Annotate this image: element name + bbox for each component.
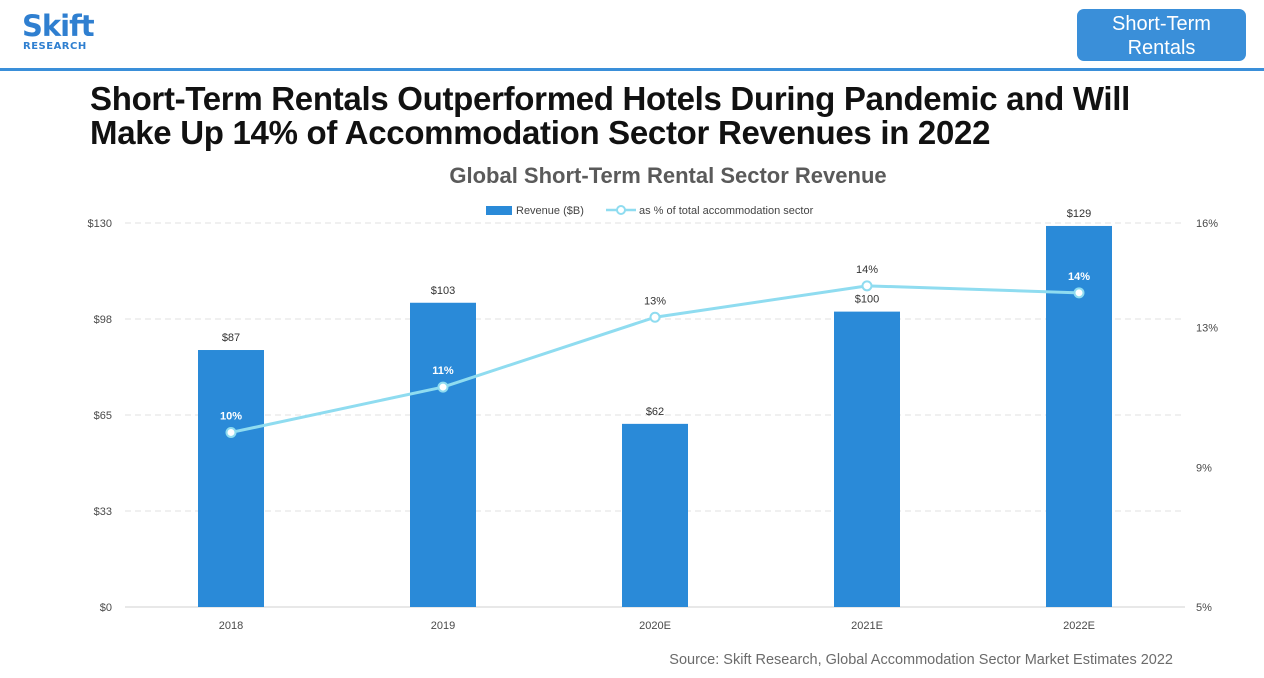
legend-bar-swatch bbox=[486, 206, 512, 215]
logo-subtitle: RESEARCH bbox=[23, 41, 87, 52]
x-tick-label: 2022E bbox=[1063, 620, 1095, 632]
y-right-tick-label: 5% bbox=[1196, 602, 1212, 614]
share-line-label: 14% bbox=[1068, 271, 1090, 283]
share-line-marker bbox=[649, 311, 661, 323]
y-left-tick-label: $33 bbox=[94, 506, 112, 518]
share-line-marker bbox=[861, 280, 873, 292]
y-right-tick-label: 9% bbox=[1196, 462, 1212, 474]
page-headline: Short-Term Rentals Outperformed Hotels D… bbox=[90, 80, 1130, 151]
revenue-bar bbox=[622, 423, 688, 607]
y-left-tick-label: $0 bbox=[100, 602, 112, 614]
share-line-marker bbox=[437, 381, 449, 393]
share-line: 10% 11% 13% 14% 14% bbox=[220, 264, 1090, 438]
share-line-marker bbox=[225, 426, 237, 438]
revenue-bar-label: $87 bbox=[222, 332, 240, 344]
x-tick-label: 2018 bbox=[219, 620, 243, 632]
y-right-tick-label: 13% bbox=[1196, 323, 1218, 335]
revenue-bar bbox=[410, 302, 476, 607]
topic-tag-line2: Rentals bbox=[1127, 37, 1196, 59]
skift-research-logo: Skift RESEARCH bbox=[22, 10, 112, 56]
y-left-tick-label: $98 bbox=[94, 314, 112, 326]
source-note: Source: Skift Research, Global Accommoda… bbox=[669, 652, 1173, 668]
legend-line-label: as % of total accommodation sector bbox=[639, 205, 814, 217]
x-tick-label: 2020E bbox=[639, 620, 671, 632]
revenue-bar bbox=[1046, 225, 1112, 607]
x-tick-label: 2019 bbox=[431, 620, 455, 632]
chart-legend: Revenue ($B) as % of total accommodation… bbox=[486, 205, 814, 217]
x-axis: 2018 2019 2020E 2021E 2022E bbox=[219, 620, 1095, 632]
share-line-label: 10% bbox=[220, 410, 242, 422]
share-line-marker bbox=[1073, 287, 1085, 299]
share-line-label: 14% bbox=[856, 264, 878, 276]
y-left-tick-label: $65 bbox=[94, 410, 112, 422]
logo-wordmark: Skift bbox=[22, 9, 95, 43]
y-axis-right: 5% 9% 13% 16% bbox=[1196, 218, 1218, 614]
revenue-bars: $87 $103 $62 $100 $129 bbox=[198, 208, 1112, 607]
topic-tag-line1: Short-Term bbox=[1112, 13, 1211, 35]
revenue-bar-label: $129 bbox=[1067, 208, 1091, 220]
y-axis-left: $0 $33 $65 $98 $130 bbox=[88, 218, 112, 614]
y-left-tick-label: $130 bbox=[88, 218, 112, 230]
legend-line-marker bbox=[616, 205, 626, 215]
share-line-label: 13% bbox=[644, 295, 666, 307]
share-line-label: 11% bbox=[432, 365, 454, 377]
revenue-bar bbox=[834, 311, 900, 607]
x-tick-label: 2021E bbox=[851, 620, 883, 632]
y-right-tick-label: 16% bbox=[1196, 218, 1218, 230]
revenue-bar-label: $100 bbox=[855, 294, 879, 306]
chart-title: Global Short-Term Rental Sector Revenue bbox=[449, 163, 886, 188]
header-divider bbox=[0, 68, 1264, 71]
revenue-bar-label: $62 bbox=[646, 406, 664, 418]
revenue-bar bbox=[198, 350, 264, 607]
legend-bar-label: Revenue ($B) bbox=[516, 205, 584, 217]
topic-tag: Short-Term Rentals bbox=[1077, 9, 1246, 61]
revenue-bar-label: $103 bbox=[431, 285, 455, 297]
